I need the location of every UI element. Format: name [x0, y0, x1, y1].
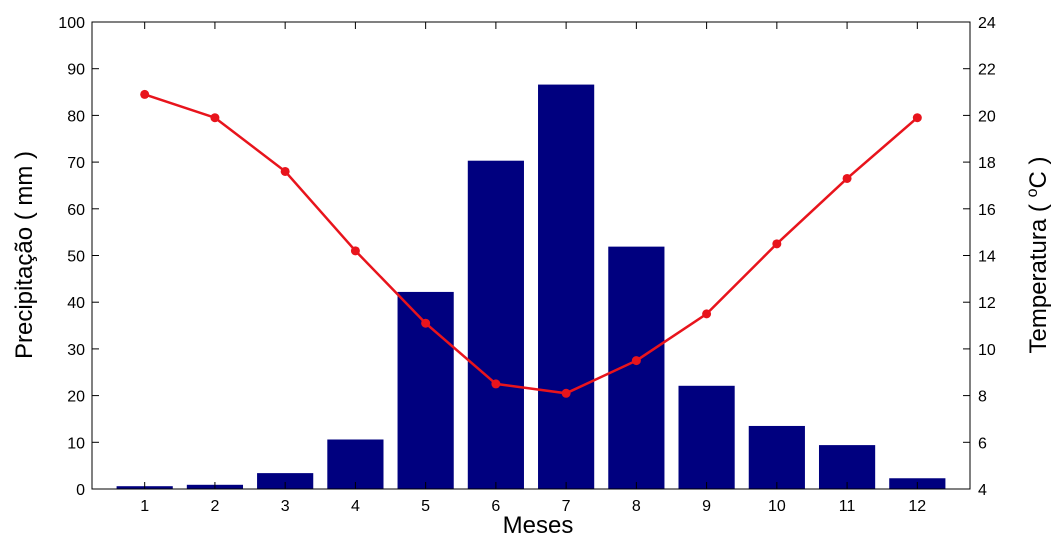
x-tick-label: 1	[140, 498, 149, 515]
right-tick-label: 8	[978, 389, 987, 406]
precipitation-bar	[327, 439, 384, 489]
x-tick-label: 12	[908, 498, 926, 515]
x-axis-title: Meses	[503, 512, 574, 538]
x-axis-ticks: 1 2 3 4 5 6 7 8 9 10 11 12	[140, 22, 926, 515]
left-tick-label: 70	[67, 155, 85, 172]
right-tick-label: 18	[978, 155, 996, 172]
left-tick-label: 40	[67, 295, 85, 312]
right-axis-ticks: 4 6 8 10 12 14 16 18 20 22 24	[963, 15, 996, 499]
left-tick-label: 10	[67, 435, 85, 452]
precipitation-bar	[678, 385, 735, 489]
left-tick-label: 50	[67, 249, 85, 266]
x-tick-label: 10	[768, 498, 786, 515]
right-tick-label: 6	[978, 435, 987, 452]
temperature-point	[631, 356, 641, 366]
precipitation-bar	[257, 473, 314, 489]
temperature-point	[280, 166, 290, 176]
right-tick-label: 14	[978, 249, 996, 266]
left-axis-title: Precipitação ( mm )	[11, 151, 38, 359]
temperature-point	[912, 113, 922, 123]
left-tick-label: 60	[67, 202, 85, 219]
temperature-point	[491, 379, 501, 389]
x-tick-label: 8	[632, 498, 641, 515]
left-tick-label: 80	[67, 108, 85, 125]
temperature-point	[421, 318, 431, 328]
precipitation-bars	[116, 84, 946, 489]
x-tick-label: 6	[491, 498, 500, 515]
x-tick-label: 3	[281, 498, 290, 515]
temperature-point	[561, 388, 571, 398]
left-axis-ticks: 0 10 20 30 40 50 60 70 80 90 100	[58, 15, 99, 499]
right-tick-label: 10	[978, 342, 996, 359]
temperature-point	[842, 173, 852, 183]
right-tick-label: 24	[978, 15, 996, 32]
temperature-point	[772, 239, 782, 249]
right-tick-label: 16	[978, 202, 996, 219]
temperature-line	[144, 93, 919, 395]
left-tick-label: 30	[67, 342, 85, 359]
precipitation-bar	[748, 425, 805, 489]
right-tick-label: 20	[978, 108, 996, 125]
right-tick-label: 22	[978, 62, 996, 79]
temperature-line-group	[140, 89, 922, 398]
precipitation-bar	[538, 84, 595, 489]
plot-frame	[91, 21, 971, 490]
right-tick-label: 4	[978, 482, 987, 499]
left-tick-label: 20	[67, 389, 85, 406]
x-tick-label: 4	[351, 498, 360, 515]
temperature-point	[702, 309, 712, 319]
x-tick-label: 5	[421, 498, 430, 515]
x-tick-label: 9	[702, 498, 711, 515]
x-tick-label: 11	[839, 498, 856, 515]
temperature-point	[350, 246, 360, 256]
temperature-point	[140, 89, 150, 99]
right-tick-label: 12	[978, 295, 996, 312]
precipitation-bar	[818, 445, 876, 489]
temperature-point	[210, 113, 220, 123]
x-tick-label: 7	[562, 498, 571, 515]
left-tick-label: 100	[58, 15, 85, 32]
precipitation-bar	[608, 246, 665, 489]
left-tick-label: 0	[76, 482, 85, 499]
precipitation-bar	[467, 160, 524, 489]
left-tick-label: 90	[67, 62, 85, 79]
right-axis-title: Temperatura ( oC )	[1024, 157, 1052, 354]
x-tick-label: 2	[210, 498, 219, 515]
